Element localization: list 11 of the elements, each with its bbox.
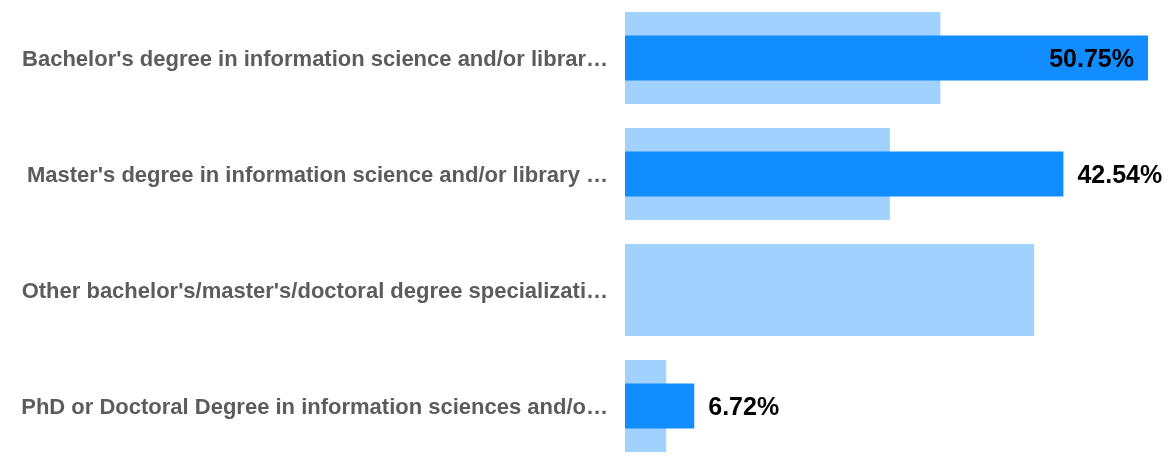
y-tick-label: Bachelor's degree in information science and/or librar…: [22, 45, 608, 71]
data-label: 50.75%: [1049, 44, 1134, 72]
y-tick-label: Other bachelor's/master's/doctoral degree specializati…: [21, 277, 608, 303]
bar: [625, 244, 1035, 336]
bar: [625, 35, 1148, 81]
y-tick-label: Master's degree in information science and/or library …: [26, 161, 608, 187]
bar: [625, 151, 1064, 197]
data-label: 42.54%: [1077, 160, 1163, 188]
y-tick-label: PhD or Doctoral Degree in information sciences and/o…: [21, 393, 608, 419]
bar: [625, 383, 695, 429]
data-label: 6.72%: [708, 392, 780, 420]
